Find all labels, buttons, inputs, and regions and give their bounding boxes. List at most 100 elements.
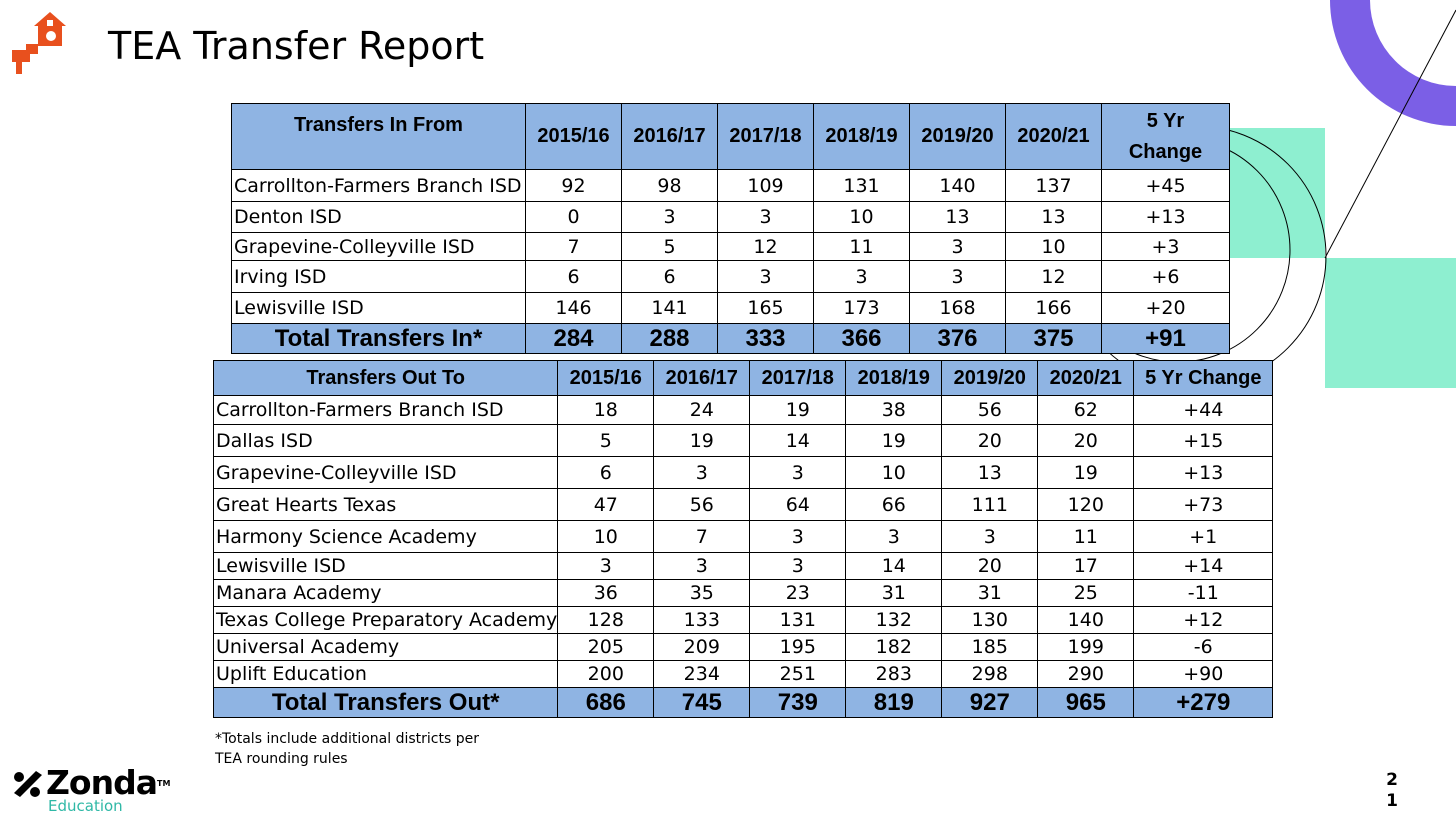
change-value: +6 [1101, 260, 1230, 293]
cell-value: 13 [941, 456, 1039, 489]
year-header: 2020/21 [1005, 103, 1102, 170]
cell-value: 12 [1005, 260, 1102, 293]
cell-value: 3 [909, 260, 1006, 293]
total-value: 739 [749, 687, 847, 718]
change-value: +13 [1133, 456, 1274, 489]
total-value: 686 [557, 687, 655, 718]
total-row: Total Transfers Out* 686 745 739 819 927… [212, 687, 1274, 718]
cell-value: 3 [557, 552, 655, 580]
footnote-line2: TEA rounding rules [215, 751, 348, 767]
cell-value: 19 [1037, 456, 1135, 489]
cell-value: 31 [845, 579, 943, 607]
cell-value: 205 [557, 633, 655, 661]
district-name: Lewisville ISD [212, 552, 559, 580]
transfers-in-table: Transfers In From 2015/16 2016/17 2017/1… [231, 103, 1230, 354]
cell-value: 111 [941, 488, 1039, 521]
page-number-line2: 1 [1386, 791, 1398, 811]
brand-name-text: Zonda [46, 763, 158, 802]
page-title: TEA Transfer Report [108, 24, 485, 68]
cell-value: 130 [941, 606, 1039, 634]
total-value: 333 [717, 323, 814, 354]
district-name: Great Hearts Texas [212, 488, 559, 521]
cell-value: 0 [525, 201, 622, 233]
change-value: +20 [1101, 292, 1230, 324]
district-name: Grapevine-Colleyville ISD [212, 456, 559, 489]
cell-value: 3 [621, 201, 718, 233]
district-name: Carrollton-Farmers Branch ISD [212, 395, 559, 425]
cell-value: 13 [909, 201, 1006, 233]
table-row: Harmony Science Academy 10 7 3 3 3 11 +1 [212, 520, 1274, 553]
district-name: Dallas ISD [212, 424, 559, 457]
cell-value: 7 [653, 520, 751, 553]
cell-value: 35 [653, 579, 751, 607]
district-name: Carrollton-Farmers Branch ISD [231, 169, 526, 202]
cell-value: 66 [845, 488, 943, 521]
total-value: 819 [845, 687, 943, 718]
cell-value: 5 [557, 424, 655, 457]
cell-value: 109 [717, 169, 814, 202]
total-value: 745 [653, 687, 751, 718]
table-row: Uplift Education 200 234 251 283 298 290… [212, 660, 1274, 688]
table-row: Manara Academy 36 35 23 31 31 25 -11 [212, 579, 1274, 607]
total-value: 284 [525, 323, 622, 354]
cell-value: 14 [845, 552, 943, 580]
cell-value: 98 [621, 169, 718, 202]
cell-value: 20 [941, 552, 1039, 580]
cell-value: 3 [749, 520, 847, 553]
cell-value: 234 [653, 660, 751, 688]
table-row: Denton ISD 0 3 3 10 13 13 +13 [231, 201, 1230, 233]
cell-value: 173 [813, 292, 910, 324]
cell-value: 209 [653, 633, 751, 661]
purple-ring-shape [1330, 0, 1456, 126]
year-header: 2018/19 [813, 103, 910, 170]
cell-value: 131 [749, 606, 847, 634]
table-row: Carrollton-Farmers Branch ISD 92 98 109 … [231, 169, 1230, 202]
cell-value: 3 [717, 260, 814, 293]
table-row: Grapevine-Colleyville ISD 7 5 12 11 3 10… [231, 232, 1230, 261]
cell-value: 3 [941, 520, 1039, 553]
district-name: Lewisville ISD [231, 292, 526, 324]
cell-value: 199 [1037, 633, 1135, 661]
cell-value: 13 [1005, 201, 1102, 233]
transfers-out-header-label: Transfers Out To [212, 360, 559, 396]
cell-value: 168 [909, 292, 1006, 324]
total-label: Total Transfers Out* [212, 687, 559, 718]
year-header: 2016/17 [621, 103, 718, 170]
table-row: Dallas ISD 5 19 14 19 20 20 +15 [212, 424, 1274, 457]
district-name: Denton ISD [231, 201, 526, 233]
cell-value: 17 [1037, 552, 1135, 580]
total-value: 366 [813, 323, 910, 354]
cell-value: 182 [845, 633, 943, 661]
cell-value: 3 [813, 260, 910, 293]
page-number-line1: 2 [1386, 770, 1398, 790]
cell-value: 31 [941, 579, 1039, 607]
cell-value: 251 [749, 660, 847, 688]
cell-value: 19 [845, 424, 943, 457]
year-header: 2017/18 [749, 360, 847, 396]
table-row: Grapevine-Colleyville ISD 6 3 3 10 13 19… [212, 456, 1274, 489]
cell-value: 11 [1037, 520, 1135, 553]
change-value: +45 [1101, 169, 1230, 202]
cell-value: 3 [749, 456, 847, 489]
brand-subtitle: Education [48, 797, 123, 815]
table-row: Lewisville ISD 3 3 3 14 20 17 +14 [212, 552, 1274, 580]
transfers-out-header-row: Transfers Out To 2015/16 2016/17 2017/18… [212, 360, 1274, 396]
year-header: 2018/19 [845, 360, 943, 396]
cell-value: 12 [717, 232, 814, 261]
footnote: *Totals include additional districts per… [215, 729, 479, 769]
year-header: 2016/17 [653, 360, 751, 396]
total-change: +91 [1101, 323, 1230, 354]
cell-value: 18 [557, 395, 655, 425]
year-header: 2020/21 [1037, 360, 1135, 396]
district-name: Universal Academy [212, 633, 559, 661]
five-year-change-header: 5 Yr Change [1133, 360, 1274, 396]
change-value: +73 [1133, 488, 1274, 521]
cell-value: 6 [621, 260, 718, 293]
district-name: Uplift Education [212, 660, 559, 688]
table-row: Universal Academy 205 209 195 182 185 19… [212, 633, 1274, 661]
cell-value: 6 [557, 456, 655, 489]
cell-value: 56 [653, 488, 751, 521]
total-value: 927 [941, 687, 1039, 718]
cell-value: 166 [1005, 292, 1102, 324]
